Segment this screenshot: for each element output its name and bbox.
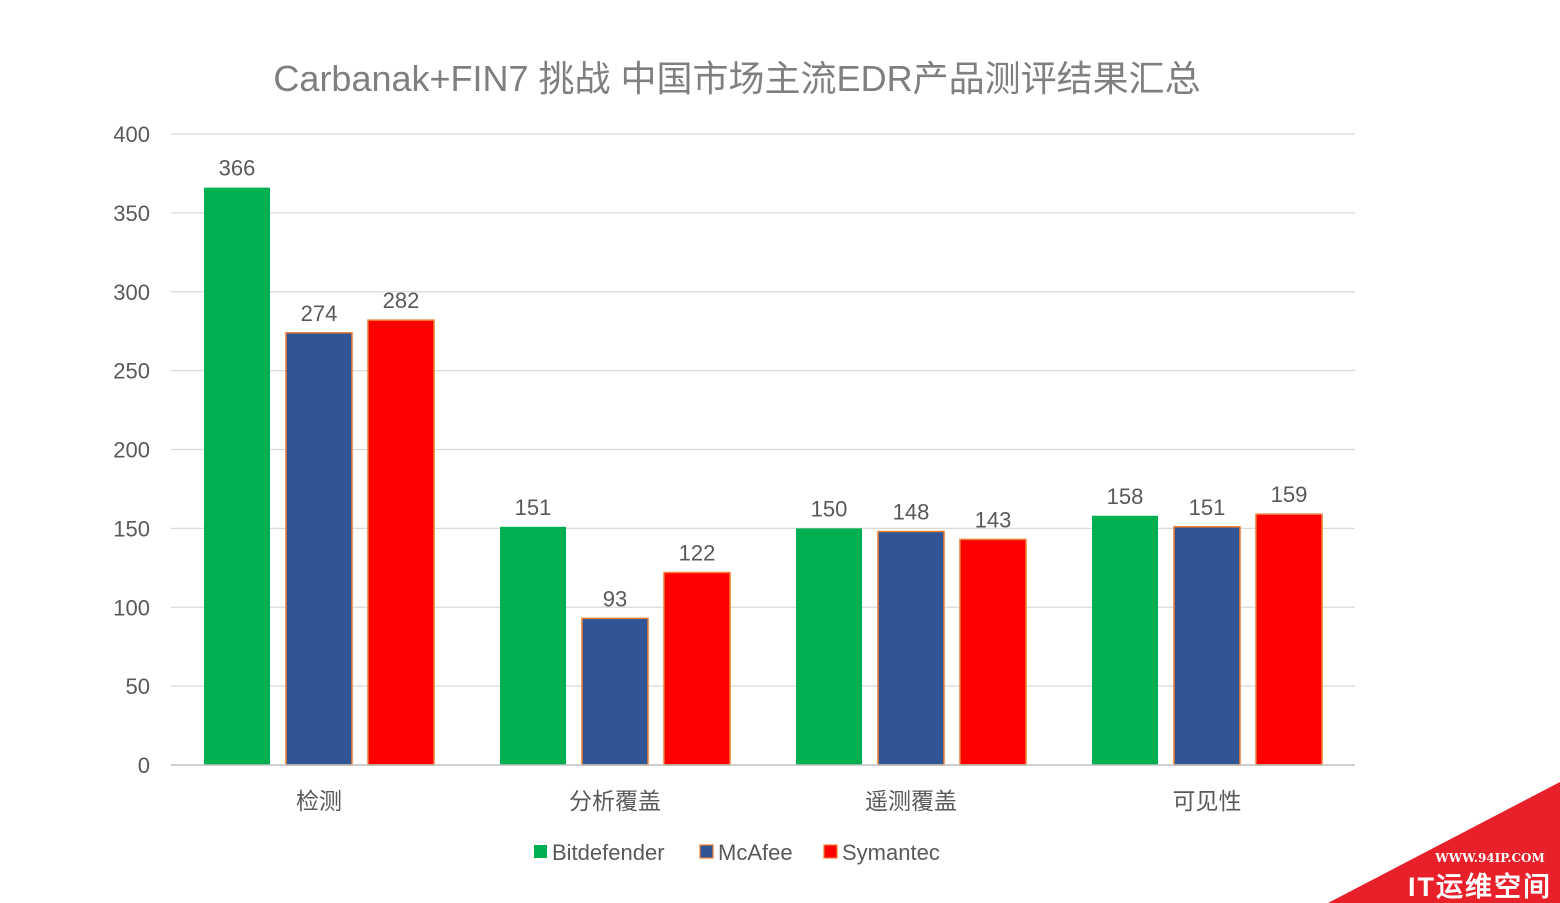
bar-bitdefender-2	[500, 526, 566, 765]
y-tick-label: 150	[113, 516, 150, 541]
data-label: 274	[301, 301, 338, 326]
bar-symantec-1	[367, 319, 435, 766]
data-label: 151	[1189, 495, 1226, 520]
legend-label-bitdefender: Bitdefender	[552, 840, 665, 865]
y-tick-label: 50	[126, 674, 150, 699]
bars	[204, 187, 1323, 766]
legend: Bitdefender McAfee Symantec	[534, 840, 940, 865]
y-tick-label: 200	[113, 438, 150, 463]
bar-mcafee-3	[877, 530, 945, 766]
data-labels: 366 274 282 151 93 122 150 148 143 158 151 159	[219, 156, 1308, 612]
legend-swatch-mcafee	[699, 844, 714, 859]
watermark-triangle	[1328, 782, 1560, 903]
bar-mcafee-1	[285, 332, 353, 766]
y-tick-label: 300	[113, 280, 150, 305]
y-tick-label: 400	[113, 122, 150, 147]
watermark-name: IT运维空间	[1408, 871, 1552, 902]
legend-label-symantec: Symantec	[842, 840, 940, 865]
legend-swatch-symantec	[823, 844, 838, 859]
watermark-url: WWW.94IP.COM	[1434, 851, 1545, 865]
x-category-label: 遥测覆盖	[865, 788, 957, 814]
bar-symantec-4	[1255, 513, 1323, 766]
x-axis-categories: 检测 分析覆盖 遥测覆盖 可见性	[296, 788, 1242, 814]
bar-symantec-3	[959, 538, 1027, 766]
y-tick-label: 100	[113, 595, 150, 620]
data-label: 143	[975, 507, 1012, 532]
watermark: WWW.94IP.COM IT运维空间	[1328, 782, 1560, 903]
bar-bitdefender-3	[796, 528, 862, 765]
data-label: 148	[893, 500, 930, 525]
bar-bitdefender-4	[1092, 515, 1158, 765]
legend-swatch-bitdefender	[534, 845, 547, 858]
data-label: 159	[1271, 482, 1308, 507]
bar-mcafee-4	[1173, 526, 1241, 766]
data-label: 366	[219, 156, 256, 181]
x-category-label: 检测	[296, 788, 342, 814]
y-tick-label: 250	[113, 359, 150, 384]
bar-bitdefender-1	[204, 187, 270, 765]
x-category-label: 分析覆盖	[569, 788, 661, 814]
data-label: 93	[603, 586, 627, 611]
x-category-label: 可见性	[1173, 788, 1242, 814]
data-label: 151	[515, 495, 552, 520]
bar-mcafee-2	[581, 617, 649, 766]
y-tick-label: 350	[113, 201, 150, 226]
legend-label-mcafee: McAfee	[718, 840, 793, 865]
chart-title: Carbanak+FIN7 挑战 中国市场主流EDR产品测评结果汇总	[273, 58, 1200, 99]
data-label: 122	[679, 541, 716, 566]
data-label: 158	[1107, 484, 1144, 509]
y-axis-ticks: 0 50 100 150 200 250 300 350 400	[113, 122, 150, 778]
y-tick-label: 0	[138, 753, 150, 778]
data-label: 282	[383, 288, 420, 313]
bar-symantec-2	[663, 571, 731, 766]
data-label: 150	[811, 496, 848, 521]
